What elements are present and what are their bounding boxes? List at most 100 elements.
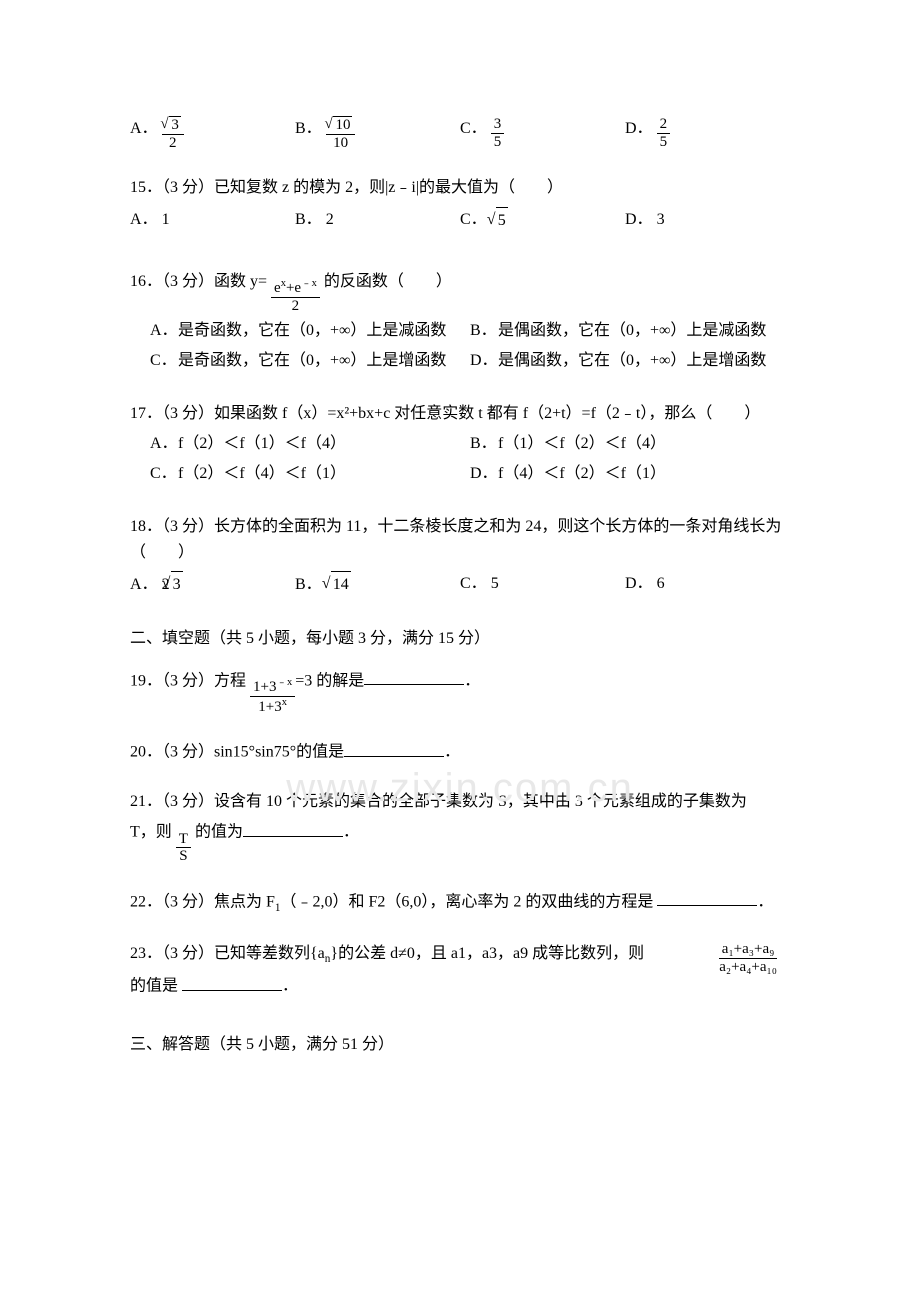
q14-opt-c: C． 3 5 (460, 116, 625, 150)
q14-opt-d: D． 2 5 (625, 116, 790, 150)
q18-opt-b: B． 14 (295, 571, 460, 598)
q16-num-plus: +e (286, 280, 301, 296)
q22: 22．（3 分）焦点为 F1（﹣2,0）和 F2（6,0），离心率为 2 的双曲… (130, 889, 790, 918)
q17-opt-c: C． f（2）＜f（4）＜f（1） (150, 461, 470, 487)
q16-b-label: B． (470, 318, 498, 344)
q19-suffix: 的解是 (316, 672, 364, 689)
q16-c-text: 是奇函数，它在（0，+∞）上是增函数 (178, 348, 446, 374)
q21-frac-num: T (176, 831, 191, 849)
q15-b-val: 2 (326, 207, 334, 233)
q14-d-num: 2 (657, 116, 671, 134)
q23-line1-post: }的公差 d≠0，且 a1，a3，a9 成等比数列，则 (330, 945, 644, 962)
q18-c-val: 5 (491, 571, 499, 597)
q20-end: ． (444, 744, 460, 761)
q17-text: 17．（3 分）如果函数 f（x）=x²+bx+c 对任意实数 t 都有 f（2… (130, 401, 790, 427)
q17-c-text: f（2）＜f（4）＜f（1） (178, 461, 346, 487)
section3-title: 三、解答题（共 5 小题，满分 51 分） (130, 1032, 790, 1058)
q19-end: ． (464, 672, 480, 689)
q14-d-den: 5 (657, 134, 671, 151)
q15: 15．（3 分）已知复数 z 的模为 2，则|z﹣i|的最大值为（ ） A． 1… (130, 175, 790, 233)
q21-line2-post: 的值为 (195, 824, 243, 841)
q22-pre: 22．（3 分）焦点为 F (130, 893, 275, 910)
q16-d-text: 是偶函数，它在（0，+∞）上是增函数 (498, 348, 766, 374)
q19: 19．（3 分）方程 1+3﹣x 1+3x =3 的解是． (130, 668, 790, 716)
q16-b-text: 是偶函数，它在（0，+∞）上是减函数 (498, 318, 766, 344)
q19-prefix: 19．（3 分）方程 (130, 672, 250, 689)
q15-opt-c: C． 5 (460, 207, 625, 234)
q14-options: A． 3 2 B． 10 10 C． 3 5 (130, 116, 790, 151)
q17-d-label: D． (470, 461, 498, 487)
q18-text: 18．（3 分）长方体的全面积为 11，十二条棱长度之和为 24，则这个长方体的… (130, 514, 790, 565)
q16-suffix: 的反函数（ ） (324, 273, 452, 290)
q16-a-label: A． (150, 318, 178, 344)
q14-b-label: B． (295, 116, 322, 142)
q21-blank (243, 819, 343, 837)
q14-a-den: 2 (166, 135, 180, 152)
q19-eq: =3 (295, 672, 312, 689)
q14-b-den: 10 (330, 135, 351, 152)
q16-num-sup2: ﹣x (301, 278, 317, 289)
q17-a-text: f（2）＜f（1）＜f（4） (178, 431, 346, 457)
q14-d-label: D． (625, 116, 653, 142)
q23: a₁+a₃+a₉ a₂+a₄+a₁₀ 23．（3 分）已知等差数列{an}的公差… (130, 941, 790, 1003)
q14-c-den: 5 (491, 134, 505, 151)
q17-opt-a: A． f（2）＜f（1）＜f（4） (150, 431, 470, 457)
q23-end: ． (282, 978, 298, 995)
q16-den: 2 (289, 298, 303, 315)
q15-b-label: B． (295, 207, 322, 233)
q14-a-label: A． (130, 116, 158, 142)
q15-text: 15．（3 分）已知复数 z 的模为 2，则|z﹣i|的最大值为（ ） (130, 175, 790, 201)
q15-c-val: 5 (496, 207, 508, 234)
q23-frac-den: a₂+a₄+a₁₀ (716, 959, 780, 976)
q17-b-label: B． (470, 431, 498, 457)
q18-a-label: A． (130, 572, 158, 598)
q14-a-num: 3 (169, 116, 181, 134)
q22-mid: （﹣2,0）和 F2（6,0），离心率为 2 的双曲线的方程是 (281, 893, 658, 910)
q15-opt-d: D． 3 (625, 207, 790, 233)
q14-opt-b: B． 10 10 (295, 116, 460, 151)
q18-opt-d: D． 6 (625, 571, 790, 597)
q21-frac-den: S (176, 848, 190, 865)
q15-d-label: D． (625, 207, 653, 233)
q18-d-label: D． (625, 571, 653, 597)
q16-opt-a: A． 是奇函数，它在（0，+∞）上是减函数 (150, 318, 470, 344)
q18-a-sqrt: 3 (171, 571, 183, 598)
q21: 21．（3 分）设含有 10 个元素的集合的全部子集数为 S，其中由 3 个元素… (130, 789, 790, 864)
q15-a-val: 1 (162, 207, 170, 233)
q18-c-label: C． (460, 571, 487, 597)
q16-c-label: C． (150, 348, 178, 374)
q16-prefix: 16．（3 分）函数 y= (130, 273, 267, 290)
q16-a-text: 是奇函数，它在（0，+∞）上是减函数 (178, 318, 446, 344)
q22-end: ． (757, 893, 773, 910)
q18: 18．（3 分）长方体的全面积为 11，十二条棱长度之和为 24，则这个长方体的… (130, 514, 790, 598)
q20-text: 20．（3 分）sin15°sin75°的值是 (130, 744, 344, 761)
q23-line1-pre: 23．（3 分）已知等差数列{a (130, 945, 325, 962)
q17-opt-d: D． f（4）＜f（2）＜f（1） (470, 461, 790, 487)
q20: 20．（3 分）sin15°sin75°的值是 ． (130, 739, 790, 765)
q15-a-label: A． (130, 207, 158, 233)
q17-opt-b: B． f（1）＜f（2）＜f（4） (470, 431, 790, 457)
q14-c-num: 3 (491, 116, 505, 134)
section2-title: 二、填空题（共 5 小题，每小题 3 分，满分 15 分） (130, 626, 790, 652)
q18-b-sqrt: 14 (331, 571, 351, 598)
q20-blank (344, 739, 444, 757)
q15-c-label: C． (460, 207, 487, 233)
q21-line2-pre: T，则 (130, 824, 176, 841)
q19-blank (364, 668, 464, 686)
q23-line2: 的值是 (130, 978, 182, 995)
q17-a-label: A． (150, 431, 178, 457)
q15-d-val: 3 (657, 207, 665, 233)
q18-d-val: 6 (657, 571, 665, 597)
q19-num-sup: ﹣x (276, 677, 292, 688)
q21-line1: 21．（3 分）设含有 10 个元素的集合的全部子集数为 S，其中由 3 个元素… (130, 789, 790, 815)
q19-den-pre: 1+3 (258, 699, 281, 715)
q22-blank (657, 889, 757, 907)
q23-frac: a₁+a₃+a₉ a₂+a₄+a₁₀ (716, 941, 780, 975)
q16-opt-b: B． 是偶函数，它在（0，+∞）上是减函数 (470, 318, 790, 344)
q15-opt-b: B． 2 (295, 207, 460, 233)
q16-num-pre: e (274, 280, 281, 296)
q14-b-num: 10 (333, 116, 352, 134)
q16-opt-c: C． 是奇函数，它在（0，+∞）上是增函数 (150, 348, 470, 374)
q19-num-pre: 1+3 (253, 679, 276, 695)
q14-opt-a: A． 3 2 (130, 116, 295, 151)
